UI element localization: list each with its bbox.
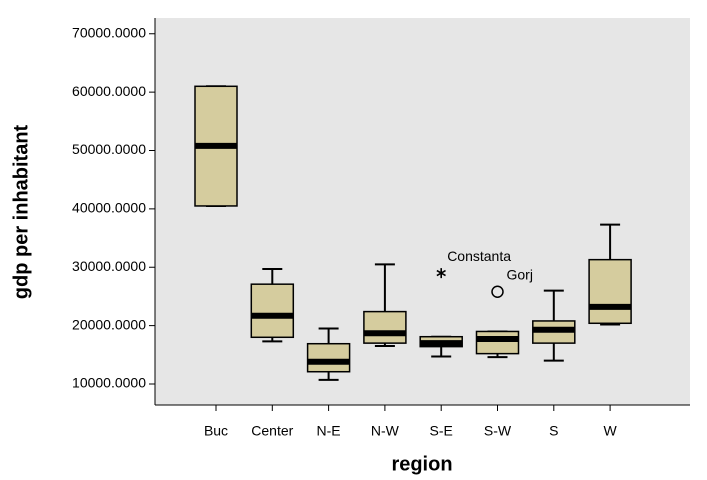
x-tick-label: W (603, 423, 617, 439)
outlier (436, 268, 446, 279)
x-tick-label: N-E (317, 423, 341, 439)
y-tick-label: 40000.0000 (72, 200, 146, 216)
outlier (491, 285, 504, 299)
box (363, 310, 407, 344)
box (306, 342, 351, 373)
x-tick-label: S-W (484, 423, 512, 439)
y-tick-label: 10000.0000 (72, 375, 146, 391)
outlier-label: Constanta (447, 248, 511, 264)
box (475, 330, 520, 355)
y-tick-label: 70000.0000 (72, 24, 146, 40)
y-tick-label: 20000.0000 (72, 316, 146, 332)
outlier-label: Gorj (507, 266, 533, 282)
y-axis-title: gdp per inhabitant (10, 124, 32, 299)
y-tick-label: 60000.0000 (72, 83, 146, 99)
x-tick-label: S (549, 423, 558, 439)
x-tick-label: Buc (204, 423, 228, 439)
box (250, 283, 295, 339)
y-tick-label: 50000.0000 (72, 141, 146, 157)
x-tick-label: Center (251, 423, 293, 439)
x-axis-title: region (391, 453, 452, 475)
x-tick-label: S-E (430, 423, 453, 439)
x-tick-label: N-W (371, 423, 400, 439)
y-tick-label: 30000.0000 (72, 258, 146, 274)
box (588, 258, 632, 325)
